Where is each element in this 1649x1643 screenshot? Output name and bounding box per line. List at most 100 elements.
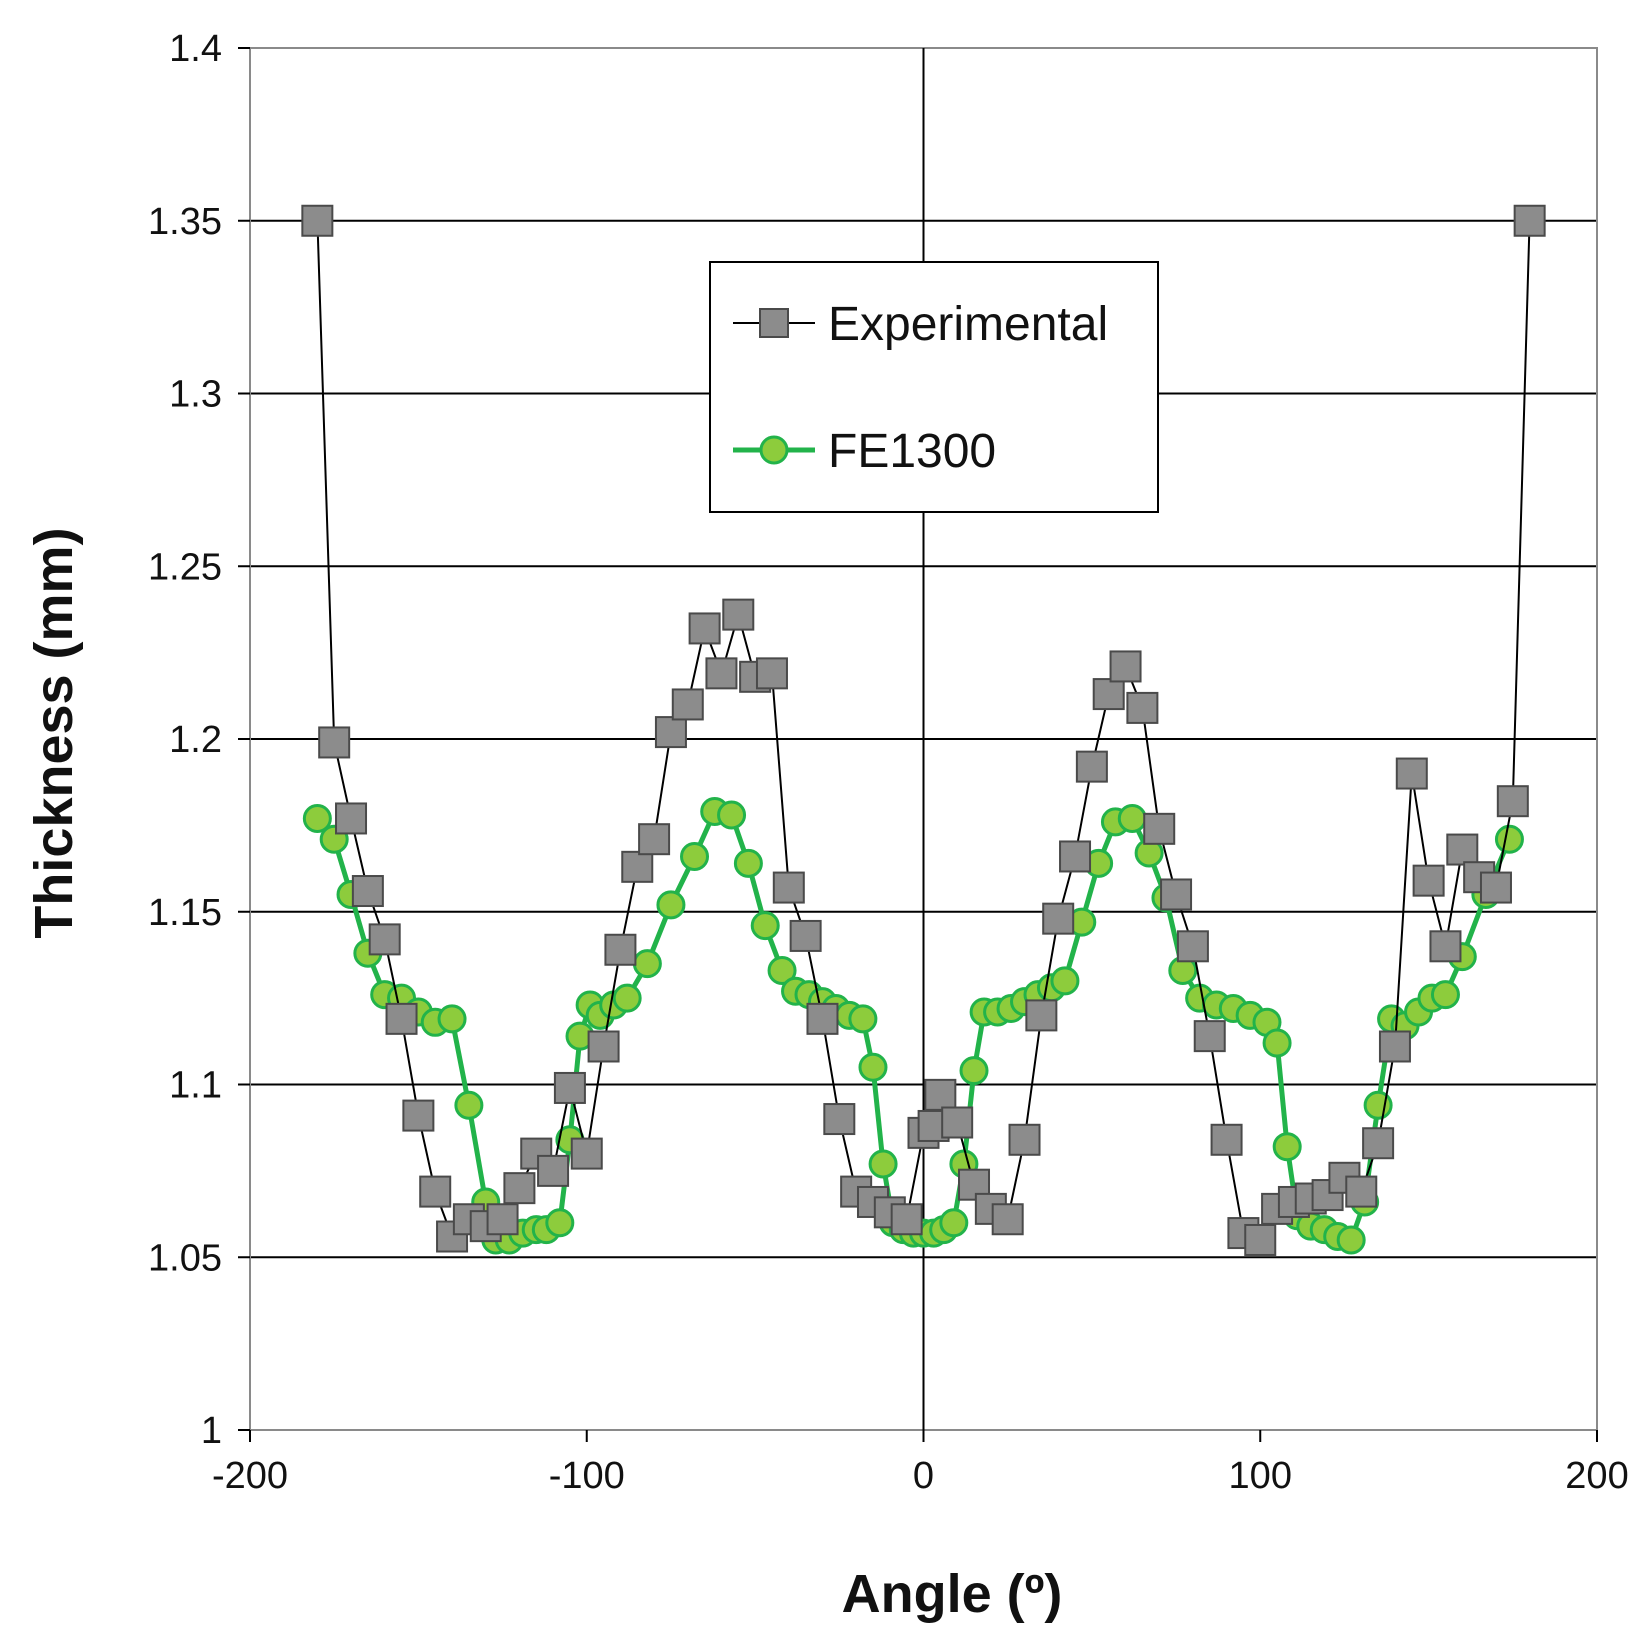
data-point-experimental-42 xyxy=(991,1203,1024,1236)
data-point-experimental-53 xyxy=(1176,930,1209,963)
data-point-experimental-12 xyxy=(503,1172,536,1205)
data-point-experimental-24 xyxy=(705,657,738,690)
data-point-experimental-65 xyxy=(1378,1030,1411,1063)
data-point-experimental-1 xyxy=(318,726,351,759)
data-point-experimental-29 xyxy=(789,919,822,952)
data-point-experimental-46 xyxy=(1059,840,1092,873)
x-tick-label-100: 100 xyxy=(1229,1455,1292,1497)
y-tick-label-1.3: 1.3 xyxy=(169,374,222,416)
legend-entry-experimental: Experimental xyxy=(733,298,1108,351)
data-point-experimental-0 xyxy=(301,204,334,237)
data-point-experimental-3 xyxy=(351,875,384,908)
data-point-experimental-51 xyxy=(1143,812,1176,845)
data-point-experimental-64 xyxy=(1362,1127,1395,1160)
data-point-fe1300-30 xyxy=(767,955,797,985)
data-point-experimental-25 xyxy=(722,598,755,631)
y-tick-label-1.35: 1.35 xyxy=(148,201,222,243)
data-point-fe1300-58 xyxy=(1117,803,1147,833)
legend-label-experimental: Experimental xyxy=(828,298,1108,351)
data-point-experimental-73 xyxy=(1513,204,1546,237)
data-point-experimental-67 xyxy=(1412,864,1445,897)
data-point-fe1300-16 xyxy=(545,1208,575,1238)
data-point-experimental-61 xyxy=(1311,1179,1344,1212)
data-point-experimental-17 xyxy=(587,1030,620,1063)
y-tick-label-1.05: 1.05 xyxy=(148,1237,222,1279)
data-point-experimental-71 xyxy=(1479,871,1512,904)
y-tick-label-1.4: 1.4 xyxy=(169,28,222,70)
y-axis-title: Thickness (mm) xyxy=(24,527,84,938)
data-point-experimental-35 xyxy=(890,1203,923,1236)
data-point-experimental-7 xyxy=(419,1175,452,1208)
data-point-fe1300-36 xyxy=(848,1004,878,1034)
series-experimental xyxy=(301,204,1546,1256)
data-point-experimental-11 xyxy=(486,1203,519,1236)
data-point-experimental-69 xyxy=(1446,833,1479,866)
data-point-experimental-6 xyxy=(402,1099,435,1132)
x-tick-label-0: 0 xyxy=(913,1455,934,1497)
data-point-experimental-66 xyxy=(1395,757,1428,790)
data-point-fe1300-24 xyxy=(656,890,686,920)
data-point-fe1300-23 xyxy=(632,949,662,979)
data-point-experimental-72 xyxy=(1496,785,1529,818)
data-point-experimental-38 xyxy=(924,1078,957,1111)
data-point-experimental-39 xyxy=(941,1106,974,1139)
data-point-experimental-47 xyxy=(1075,750,1108,783)
data-point-experimental-20 xyxy=(638,823,671,856)
data-point-fe1300-29 xyxy=(750,911,780,941)
legend-entry-fe1300: FE1300 xyxy=(733,425,996,478)
legend-marker-fe1300 xyxy=(759,435,789,465)
data-point-fe1300-80 xyxy=(1430,980,1460,1010)
data-point-experimental-23 xyxy=(688,612,721,645)
y-tick-label-1.2: 1.2 xyxy=(169,719,222,761)
data-point-fe1300-28 xyxy=(733,848,763,878)
data-point-experimental-54 xyxy=(1193,1020,1226,1053)
data-point-fe1300-0 xyxy=(302,803,332,833)
data-point-fe1300-54 xyxy=(1050,966,1080,996)
y-tick-label-1.15: 1.15 xyxy=(148,892,222,934)
y-tick-label-1: 1 xyxy=(201,1410,222,1452)
data-point-fe1300-45 xyxy=(939,1208,969,1238)
data-point-fe1300-83 xyxy=(1494,824,1524,854)
data-point-experimental-52 xyxy=(1160,878,1193,911)
data-point-fe1300-68 xyxy=(1272,1132,1302,1162)
data-point-experimental-16 xyxy=(570,1137,603,1170)
data-point-experimental-43 xyxy=(1008,1123,1041,1156)
y-tick-label-1.1: 1.1 xyxy=(169,1065,222,1107)
data-point-experimental-18 xyxy=(604,933,637,966)
data-point-fe1300-37 xyxy=(858,1052,888,1082)
data-point-fe1300-47 xyxy=(959,1056,989,1086)
data-point-experimental-30 xyxy=(806,1002,839,1035)
data-point-experimental-31 xyxy=(823,1103,856,1136)
data-point-fe1300-67 xyxy=(1262,1028,1292,1058)
series-group xyxy=(301,204,1546,1256)
data-point-fe1300-8 xyxy=(437,1004,467,1034)
data-point-experimental-19 xyxy=(621,850,654,883)
data-point-fe1300-25 xyxy=(680,841,710,871)
data-point-experimental-22 xyxy=(671,688,704,721)
x-axis-title: Angle (º) xyxy=(842,1564,1063,1624)
legend: Experimental FE1300 xyxy=(709,261,1159,513)
x-tick-label--100: -100 xyxy=(549,1455,625,1497)
data-point-fe1300-9 xyxy=(454,1090,484,1120)
data-point-experimental-15 xyxy=(553,1071,586,1104)
legend-box xyxy=(709,261,1159,513)
legend-label-fe1300: FE1300 xyxy=(828,425,996,478)
data-point-experimental-48 xyxy=(1092,678,1125,711)
data-point-experimental-27 xyxy=(755,657,788,690)
data-point-experimental-14 xyxy=(537,1154,570,1187)
data-point-experimental-28 xyxy=(772,871,805,904)
data-point-experimental-45 xyxy=(1042,902,1075,935)
data-point-fe1300-22 xyxy=(612,983,642,1013)
data-point-experimental-44 xyxy=(1025,999,1058,1032)
x-tick-label-200: 200 xyxy=(1565,1455,1628,1497)
data-point-experimental-68 xyxy=(1429,930,1462,963)
data-point-experimental-50 xyxy=(1126,691,1159,724)
data-point-experimental-5 xyxy=(385,1002,418,1035)
data-point-experimental-4 xyxy=(368,923,401,956)
data-point-experimental-2 xyxy=(335,802,368,835)
data-point-fe1300-27 xyxy=(717,800,747,830)
data-point-experimental-55 xyxy=(1210,1123,1243,1156)
